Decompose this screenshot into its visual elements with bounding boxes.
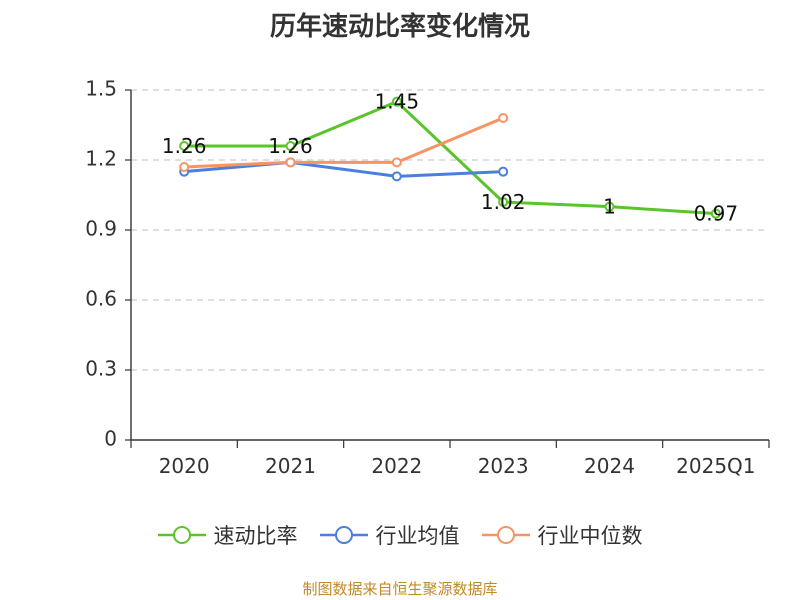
series-line-2 [184, 116, 504, 169]
legend-marker-series-0 [157, 526, 206, 544]
y-tick-label: 1.5 [85, 77, 117, 101]
y-tick-label: 0.6 [85, 287, 117, 311]
series-layer [179, 96, 721, 219]
x-tick-label: 2024 [584, 454, 635, 478]
x-tick-label: 2022 [371, 454, 422, 478]
data-label-0: 1.45 [375, 90, 420, 114]
legend-item-series-0[interactable]: 速动比率 [157, 520, 298, 550]
y-tick-label: 0.9 [85, 217, 117, 241]
series-point-2 [285, 157, 296, 168]
series-point-2 [179, 162, 190, 172]
data-label-0: 0.97 [694, 202, 739, 226]
x-tick-label: 2021 [265, 454, 316, 478]
series-point-0 [285, 141, 296, 151]
series-point-2 [498, 113, 509, 123]
series-line-0 [184, 100, 716, 216]
series-point-0 [498, 197, 509, 207]
data-label-0: 1.26 [162, 134, 207, 158]
data-label-0: 1.26 [268, 134, 313, 158]
label-layer: 1.26 1.26 1.45 1.02 1 0.97 [162, 90, 738, 226]
series-point-0 [710, 208, 721, 219]
source-note: 制图数据来自恒生聚源数据库 [302, 580, 498, 598]
series-point-0 [391, 96, 402, 107]
y-tick-label: 0.3 [85, 357, 117, 381]
legend: 速动比率 行业均值 行业中位数 [0, 520, 800, 550]
axis-layer: 0 0.3 0.6 0.9 1.2 1.5 2020 2021 2022 2023 2024 2025… [85, 77, 770, 478]
chart-title: 历年速动比率变化情况 [269, 12, 530, 42]
legend-item-series-2[interactable]: 行业中位数 [481, 520, 643, 550]
data-label-0: 1 [603, 195, 616, 219]
series-line-1 [184, 160, 504, 178]
series-point-0 [604, 201, 615, 212]
x-tick-label: 2025Q1 [676, 454, 755, 478]
legend-label-series-0: 速动比率 [213, 524, 298, 548]
x-tick-label: 2020 [159, 454, 210, 478]
grid-layer [131, 89, 769, 371]
legend-marker-series-1 [319, 526, 368, 544]
legend-label-series-1: 行业均值 [375, 524, 460, 548]
series-point-1 [391, 171, 402, 182]
legend-item-series-1[interactable]: 行业均值 [319, 520, 460, 550]
series-point-2 [391, 157, 402, 168]
legend-marker-series-2 [481, 526, 530, 544]
series-point-0 [179, 141, 190, 151]
legend-label-series-2: 行业中位数 [537, 524, 643, 548]
y-tick-label: 1.2 [85, 147, 117, 171]
x-tick-label: 2023 [478, 454, 529, 478]
data-label-0: 1.02 [481, 190, 526, 214]
series-point-1 [498, 166, 509, 177]
y-tick-label: 0 [104, 427, 117, 451]
